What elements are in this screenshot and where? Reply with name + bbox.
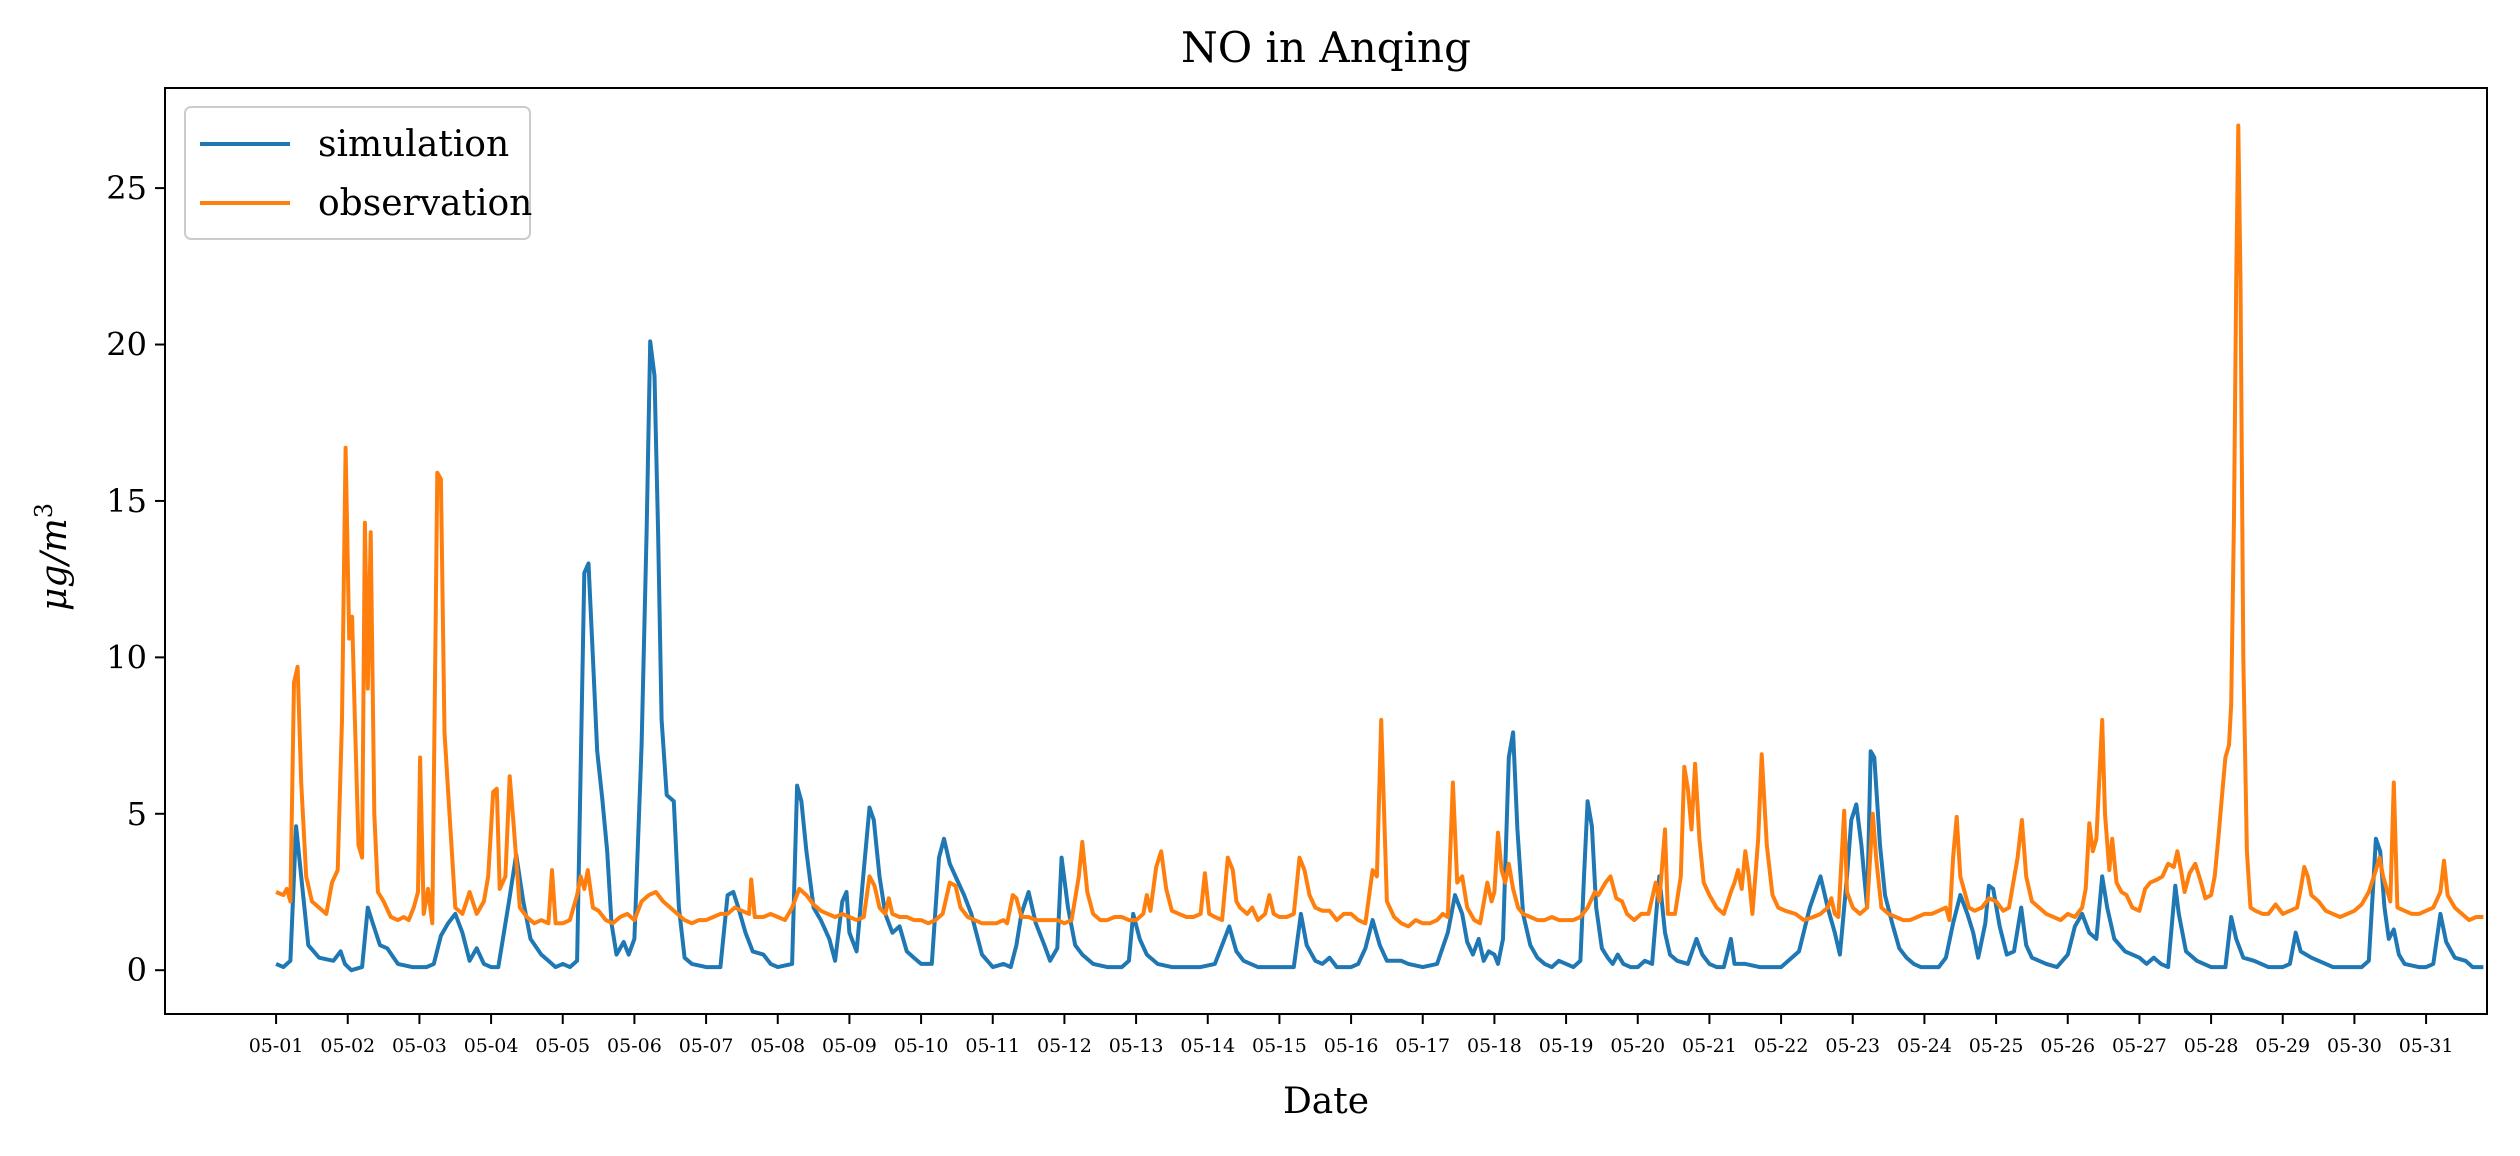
y-tick-label: 25 [106, 169, 147, 207]
x-tick-label: 05-05 [535, 1035, 590, 1057]
x-tick-label: 05-02 [320, 1035, 375, 1057]
x-tick-label: 05-18 [1467, 1035, 1522, 1057]
series-line-simulation [275, 339, 2484, 973]
x-tick-label: 05-21 [1682, 1035, 1737, 1057]
plot-area-frame [164, 87, 2488, 1015]
x-tick-label: 05-12 [1037, 1035, 1092, 1057]
x-tick-label: 05-20 [1610, 1035, 1665, 1057]
y-tick-label: 15 [106, 482, 147, 520]
y-tick-label: 5 [127, 795, 147, 833]
x-tick-label: 05-28 [2184, 1035, 2239, 1057]
y-tick-label: 10 [106, 638, 147, 676]
y-axis-label-exponent: 3 [30, 503, 58, 518]
y-axis-label-base: μg/m [34, 518, 75, 611]
legend-label-observation: observation [318, 183, 532, 224]
y-axis-label: μg/m3 [30, 503, 75, 611]
x-tick-label: 05-06 [607, 1035, 662, 1057]
x-tick-label: 05-25 [1969, 1035, 2024, 1057]
x-tick-label: 05-09 [822, 1035, 877, 1057]
x-tick-label: 05-19 [1539, 1035, 1594, 1057]
x-tick-label: 05-23 [1825, 1035, 1880, 1057]
axis-ticks: 0 5 10 15 20 25 05-01 05-02 05-03 05-04 05-05 05-06… [106, 169, 2453, 1057]
x-tick-label: 05-11 [965, 1035, 1020, 1057]
chart-title: NO in Anqing [1181, 23, 1471, 72]
x-axis-label: Date [1283, 1081, 1369, 1122]
x-tick-label: 05-26 [2040, 1035, 2095, 1057]
x-tick-label: 05-29 [2255, 1035, 2310, 1057]
x-tick-label: 05-01 [249, 1035, 304, 1057]
series-lines [275, 123, 2484, 973]
x-tick-label: 05-27 [2112, 1035, 2167, 1057]
x-tick-label: 05-16 [1324, 1035, 1379, 1057]
x-tick-label: 05-17 [1395, 1035, 1450, 1057]
x-tick-label: 05-03 [392, 1035, 447, 1057]
y-tick-label: 0 [127, 951, 147, 989]
x-tick-label: 05-31 [2399, 1035, 2454, 1057]
x-tick-label: 05-08 [750, 1035, 805, 1057]
legend-box [184, 106, 531, 240]
x-tick-label: 05-30 [2327, 1035, 2382, 1057]
x-tick-label: 05-22 [1754, 1035, 1809, 1057]
svg-text:μg/m3: μg/m3 [30, 503, 75, 611]
x-tick-label: 05-07 [679, 1035, 734, 1057]
series-line-observation [275, 123, 2484, 929]
x-tick-label: 05-13 [1109, 1035, 1164, 1057]
legend: simulation observation [184, 106, 532, 240]
x-tick-label: 05-15 [1252, 1035, 1307, 1057]
legend-label-simulation: simulation [318, 124, 509, 165]
x-tick-label: 05-10 [894, 1035, 949, 1057]
x-tick-label: 05-24 [1897, 1035, 1952, 1057]
x-tick-label: 05-14 [1180, 1035, 1235, 1057]
x-tick-label: 05-04 [464, 1035, 519, 1057]
y-tick-label: 20 [106, 326, 147, 364]
